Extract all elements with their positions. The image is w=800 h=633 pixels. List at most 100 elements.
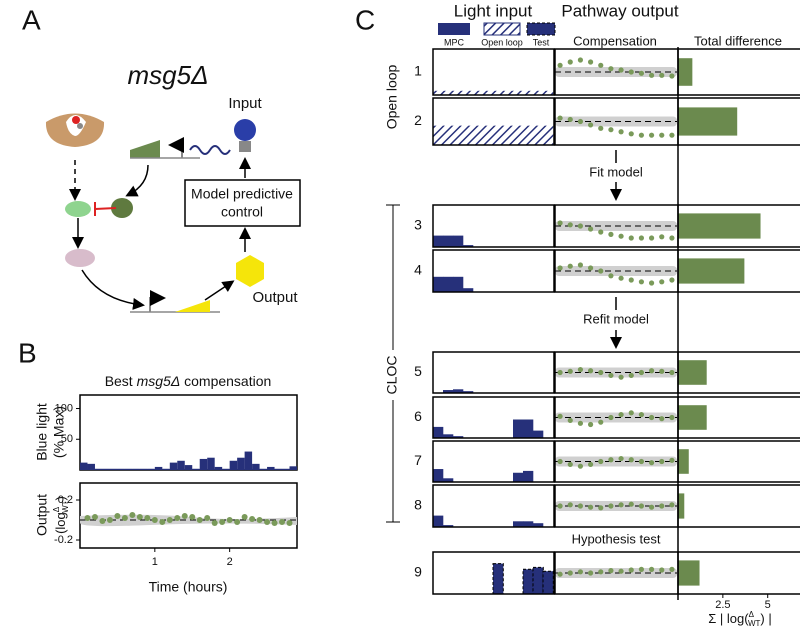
arrow	[125, 164, 149, 197]
label-part: Σ | log(	[708, 611, 749, 626]
output-point	[628, 567, 634, 573]
output-point	[669, 235, 675, 241]
output-point	[219, 519, 226, 525]
column-header: Light input	[454, 1, 533, 20]
light-bar	[94, 468, 103, 470]
legend-swatch	[483, 22, 521, 36]
light-bar	[443, 125, 454, 145]
cell-icon	[77, 123, 83, 129]
light-bar	[533, 430, 544, 438]
output-point	[557, 503, 563, 509]
light-bar	[443, 478, 454, 482]
y-tick-label: 100	[55, 402, 73, 414]
light-bar	[109, 468, 118, 470]
light-bar	[199, 458, 208, 470]
y-axis-label: (% Max)	[51, 406, 67, 458]
column-header: Total difference	[694, 33, 782, 48]
output-point	[618, 455, 624, 462]
output-point	[577, 569, 584, 575]
output-point	[659, 503, 665, 509]
output-point	[659, 72, 665, 78]
output-point	[638, 411, 645, 418]
light-bar	[473, 125, 484, 145]
output-point	[114, 513, 121, 519]
y-tick-label: -0.2	[54, 534, 73, 546]
row-label: 9	[414, 564, 422, 580]
light-bar	[433, 125, 444, 145]
light-bar	[244, 451, 253, 470]
output-point	[84, 515, 91, 521]
total-bar	[678, 258, 745, 284]
output-point	[669, 457, 675, 463]
light-bar	[483, 90, 494, 95]
output-point	[234, 519, 241, 525]
output-point	[567, 222, 573, 228]
light-bar	[433, 515, 444, 527]
light-bar	[453, 235, 464, 247]
output-point	[598, 268, 604, 274]
plot-frame	[79, 482, 298, 549]
light-bar	[523, 90, 534, 95]
output-point	[608, 414, 614, 421]
output-point	[618, 502, 624, 508]
light-bar	[132, 468, 140, 470]
output-point	[598, 569, 604, 575]
output-point	[608, 127, 614, 133]
light-bar	[473, 90, 484, 95]
output-point	[557, 265, 563, 271]
light-bar	[533, 125, 544, 145]
output-point	[628, 69, 634, 75]
light-bar	[443, 390, 454, 393]
output-point	[577, 223, 584, 229]
light-bar	[453, 125, 464, 145]
light-bar	[154, 466, 163, 470]
output-point	[587, 122, 594, 128]
output-point	[181, 513, 188, 519]
output-point	[669, 414, 675, 421]
light-bar	[453, 276, 464, 292]
output-point	[628, 457, 634, 463]
light-bar	[533, 523, 544, 527]
row-frame	[432, 351, 555, 394]
output-point	[659, 567, 665, 573]
light-bar	[267, 466, 275, 470]
output-point	[587, 421, 594, 428]
output-point	[628, 235, 634, 241]
title-part: compensation	[184, 373, 271, 389]
row-label: 2	[414, 112, 422, 128]
output-point	[659, 279, 665, 285]
output-point	[174, 515, 181, 521]
light-bar	[214, 466, 223, 470]
light-bar	[513, 90, 524, 95]
light-bar	[523, 125, 534, 145]
output-point	[608, 231, 614, 237]
band	[80, 514, 297, 527]
light-bar	[533, 90, 544, 95]
row-frame	[432, 204, 555, 248]
light-bar	[503, 125, 514, 145]
output-point	[249, 516, 256, 522]
output-point	[618, 568, 624, 574]
output-point	[598, 369, 604, 376]
x-tick-label: 2.5	[715, 599, 730, 611]
output-point	[106, 517, 113, 523]
output-point	[659, 458, 665, 465]
output-point	[628, 277, 634, 283]
output-point	[577, 420, 584, 426]
output-point	[648, 504, 655, 510]
output-point	[91, 514, 98, 520]
row-label: 3	[414, 217, 422, 233]
column-header: Compensation	[573, 33, 657, 48]
light-bar	[433, 426, 444, 438]
label-part: Δ	[749, 610, 755, 619]
output-point	[264, 519, 271, 525]
output-point	[648, 280, 655, 286]
row-label: 1	[414, 63, 422, 79]
arrow	[81, 269, 145, 310]
row-label: 7	[414, 452, 422, 468]
step-label: Hypothesis test	[572, 531, 661, 546]
strain-label: msg5Δ	[127, 60, 208, 90]
light-bar	[493, 90, 504, 95]
output-point	[567, 417, 573, 424]
